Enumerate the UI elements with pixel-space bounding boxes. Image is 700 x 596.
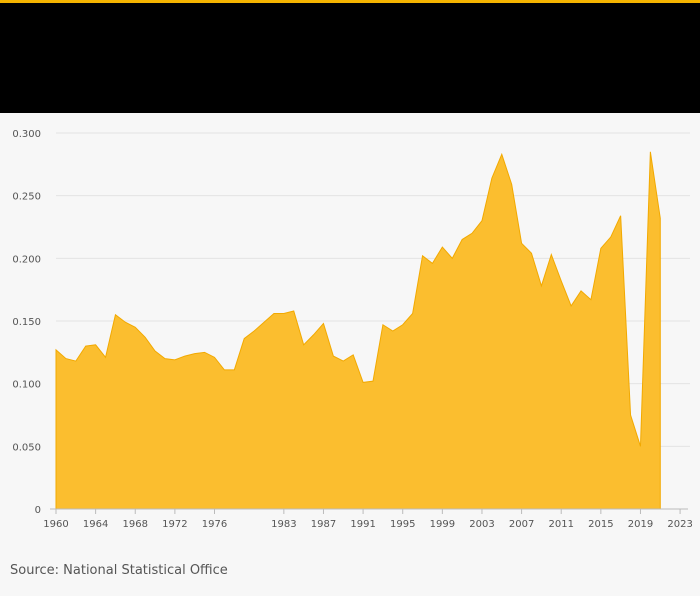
x-tick-label: 2019 (628, 519, 653, 530)
x-tick-label: 1964 (83, 519, 108, 530)
x-tick-label: 1983 (271, 519, 296, 530)
x-tick-label: 1991 (350, 519, 375, 530)
y-tick-label: 0 (35, 505, 41, 516)
area-series (55, 151, 661, 510)
area-series-path (55, 151, 661, 510)
y-tick-label: 0.150 (12, 317, 41, 328)
y-tick-label: 0.250 (12, 192, 41, 203)
x-tick-label: 1968 (123, 519, 148, 530)
x-tick-label: 1987 (311, 519, 336, 530)
x-tick-label: 2007 (509, 519, 534, 530)
source-note: Source: National Statistical Office (10, 563, 228, 578)
x-tick-label: 1972 (162, 519, 187, 530)
x-tick-label: 2003 (469, 519, 494, 530)
x-tick-label: 1999 (430, 519, 455, 530)
x-tick-label: 1960 (43, 519, 68, 530)
x-axis: 1960 1964 1968 1972 1976 1983 1987 1991 1995 1999… (43, 508, 693, 530)
y-axis: 0 0.050 0.100 0.150 0.200 0.250 0.300 (12, 129, 41, 516)
x-tick-label: 2023 (667, 519, 692, 530)
y-tick-label: 0.050 (12, 442, 41, 453)
y-tick-label: 0.200 (12, 254, 41, 265)
top-accent-bar (0, 0, 700, 3)
x-tick-label: 1976 (202, 519, 227, 530)
x-tick-label: 2011 (548, 519, 573, 530)
x-tick-label: 1995 (390, 519, 415, 530)
y-tick-label: 0.300 (12, 129, 41, 140)
area-chart: 1960 1964 1968 1972 1976 1983 1987 1991 1995 1999… (12, 129, 693, 530)
chart-container: 1960 1964 1968 1972 1976 1983 1987 1991 1995 1999… (0, 113, 700, 543)
header-band (0, 3, 700, 113)
y-tick-label: 0.100 (12, 380, 41, 391)
x-tick-label: 2015 (588, 519, 613, 530)
